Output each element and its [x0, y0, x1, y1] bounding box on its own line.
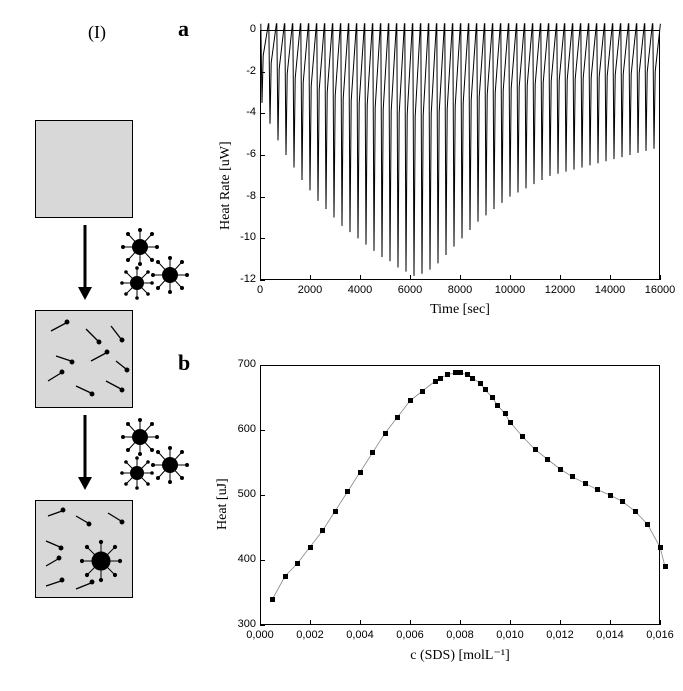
chart-a-xtick-label: 16000	[640, 284, 680, 296]
chart-b-marker	[533, 447, 538, 452]
chart-a: Heat Rate [uW] Time [sec] 0-2-4-6-8-10-1…	[230, 20, 668, 320]
panel-a-letter: a	[178, 16, 189, 42]
chart-b-marker	[358, 470, 363, 475]
diagram-arrow-1	[75, 225, 95, 300]
chart-b-ylabel: Heat [uJ]	[215, 478, 231, 530]
chart-b-marker	[283, 574, 288, 579]
micelle-cluster-2	[115, 415, 195, 495]
chart-b-marker	[370, 450, 375, 455]
monomers-micelle-svg	[36, 501, 134, 599]
chart-b-marker	[503, 411, 508, 416]
chart-b-trace	[230, 355, 670, 635]
chart-b-marker	[663, 564, 668, 569]
chart-b-marker	[558, 467, 563, 472]
chart-b: Heat [uJ] c (SDS) [molL⁻¹] 3004005006007…	[230, 355, 668, 675]
chart-b-marker	[383, 431, 388, 436]
schematic-diagram	[20, 120, 200, 660]
chart-b-marker	[408, 398, 413, 403]
chart-b-marker	[658, 545, 663, 550]
chart-b-marker	[545, 457, 550, 462]
chart-a-xtick-label: 14000	[590, 284, 630, 296]
chart-a-trace	[230, 20, 665, 285]
diagram-arrow-2	[75, 415, 95, 490]
chart-b-marker	[620, 499, 625, 504]
chart-b-marker	[333, 509, 338, 514]
chart-b-marker	[308, 545, 313, 550]
chart-b-marker	[633, 509, 638, 514]
chart-b-marker	[445, 372, 450, 377]
chart-b-marker	[608, 493, 613, 498]
chart-b-marker	[438, 376, 443, 381]
chart-b-marker	[345, 489, 350, 494]
chart-b-marker	[320, 528, 325, 533]
chart-b-marker	[395, 415, 400, 420]
chart-a-xtick-label: 8000	[440, 284, 480, 296]
chart-a-xtick-label: 6000	[390, 284, 430, 296]
chart-b-marker	[570, 474, 575, 479]
diagram-box-micelle	[35, 500, 133, 598]
chart-b-marker	[520, 434, 525, 439]
chart-b-marker	[470, 376, 475, 381]
chart-b-marker	[495, 403, 500, 408]
chart-b-marker	[270, 597, 275, 602]
micelle-cluster-1	[115, 225, 195, 305]
chart-a-xtick-label: 2000	[290, 284, 330, 296]
chart-a-xtick-label: 10000	[490, 284, 530, 296]
chart-b-marker	[478, 381, 483, 386]
chart-b-marker	[458, 370, 463, 375]
chart-b-marker	[508, 420, 513, 425]
chart-b-xlabel: c (SDS) [molL⁻¹]	[230, 647, 683, 664]
chart-b-marker	[583, 481, 588, 486]
chart-a-xtick-label: 4000	[340, 284, 380, 296]
chart-b-marker	[483, 387, 488, 392]
diagram-box-empty	[35, 120, 133, 218]
diagram-box-monomers	[35, 310, 133, 408]
chart-b-marker	[420, 389, 425, 394]
chart-b-marker	[645, 522, 650, 527]
chart-a-xlabel: Time [sec]	[230, 302, 683, 318]
chart-a-xtick-label: 12000	[540, 284, 580, 296]
figure-root: (I) a b	[0, 0, 683, 691]
chart-b-marker	[295, 561, 300, 566]
chart-a-xtick-label: 0	[240, 284, 280, 296]
monomers-svg	[36, 311, 134, 409]
chart-b-marker	[490, 395, 495, 400]
panel-I-label: (I)	[88, 22, 106, 43]
chart-b-marker	[595, 487, 600, 492]
